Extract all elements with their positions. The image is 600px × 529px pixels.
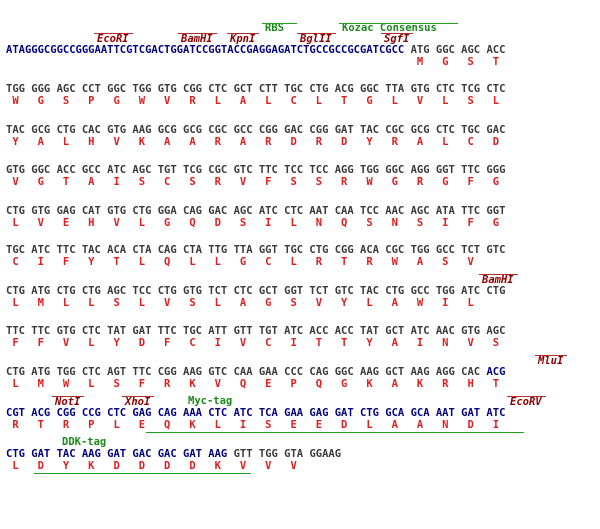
dna-sequence-line: CTG ATG TGG CTC AGT TTC CGG AAG GTC CAA … [6, 367, 505, 378]
dna-sequence-line: ATAGGGCGGCCGGGAATTCGTCGACTGGATCCGGTACCGA… [6, 45, 505, 56]
feature-line [339, 23, 458, 24]
site-underline [52, 396, 84, 397]
vector-sequence: ATAGGGCGGCCGGGAATTCGTCGACTGGATCCGGTACCGA… [6, 44, 405, 56]
site-underline [479, 274, 518, 275]
amino-acid-line: L M L L S L V S L A G S V Y L A W I L [6, 297, 474, 309]
insert-sequence: CTG ATG TGG CTC AGT TTC CGG AAG GTC CAA … [6, 366, 487, 378]
insert-sequence: CTG GTG GAG CAT GTG CTG GGA CAG GAC AGC … [6, 205, 506, 217]
insert-sequence: TGC ATC TTC TAC ACA CTA CAG CTA TTG TTA … [6, 244, 506, 256]
insert-sequence: TTC TTC GTG CTC TAT GAT TTC TGC ATT GTT … [6, 325, 506, 337]
amino-acid-line: L D Y K D D D D K V V V [6, 460, 297, 472]
vector-sequence: CTG GAT TAC AAG GAT GAC GAC GAT AAG [6, 448, 228, 460]
insert-sequence: GTT TGG GTA GGAAG [227, 448, 342, 460]
feature-tag-label: DDK-tag [62, 436, 107, 448]
restriction-site-label: BglII [300, 33, 332, 45]
restriction-site-label: KpnI [230, 33, 256, 45]
amino-acid-line: V G T A I S C S R V F S S R W G R G F G [6, 176, 500, 188]
feature-tag-label: RBS [265, 22, 284, 34]
insert-sequence: TGG GGG AGC CCT GGC TGG GTG CGG CTC GCT … [6, 83, 506, 95]
restriction-site-label: BamHI [181, 33, 213, 45]
vector-sequence: ACG [486, 366, 506, 378]
site-underline [178, 33, 217, 34]
amino-acid-line: C I F Y T L Q L L G C L R T R W A S V [6, 256, 474, 268]
site-underline [297, 33, 336, 34]
dna-sequence-line: TAC GCG CTG CAC GTG AAG GCG GCG CGC GCC … [6, 125, 505, 136]
amino-acid-line: L V E H V L G Q D S I L N Q S N S I F G [6, 217, 500, 229]
vector-sequence: CGT ACG CGG CCG CTC GAG CAG AAA CTC ATC … [6, 407, 506, 419]
insert-sequence: CTG ATG CTG CTG AGC TCC CTG GTG TCT CTC … [6, 285, 506, 297]
dna-sequence-line: CGT ACG CGG CCG CTC GAG CAG AAA CTC ATC … [6, 408, 505, 419]
amino-acid-line: L M W L S F R K V Q E P Q G K A K R H T [6, 378, 500, 390]
restriction-site-label: MluI [538, 355, 564, 367]
site-underline [94, 33, 133, 34]
dna-sequence-line: TGC ATC TTC TAC ACA CTA CAG CTA TTG TTA … [6, 245, 505, 256]
dna-sequence-line: TGG GGG AGC CCT GGC TGG GTG CGG CTC GCT … [6, 84, 505, 95]
amino-acid-line: M G S T [6, 56, 500, 68]
amino-acid-line: W G S P G W V R L A L C L T G L V L S L [6, 95, 500, 107]
insert-sequence: GTG GGC ACC GCC ATC AGC TGT TCG CGC GTC … [6, 164, 506, 176]
insert-sequence: TAC GCG CTG CAC GTG AAG GCG GCG CGC GCC … [6, 124, 506, 136]
restriction-site-label: EcoRI [97, 33, 129, 45]
site-underline [535, 355, 567, 356]
insert-sequence: ATG GGC AGC ACC [404, 44, 506, 56]
dna-sequence-line: CTG ATG CTG CTG AGC TCC CTG GTG TCT CTC … [6, 286, 505, 297]
dna-sequence-line: CTG GAT TAC AAG GAT GAC GAC GAT AAG GTT … [6, 449, 341, 460]
dna-sequence-line: TTC TTC GTG CTC TAT GAT TTC TGC ATT GTT … [6, 326, 505, 337]
restriction-site-label: NotI [55, 396, 81, 408]
feature-line [262, 23, 297, 24]
feature-line [34, 473, 251, 474]
restriction-site-label: XhoI [125, 396, 151, 408]
dna-sequence-line: GTG GGC ACC GCC ATC AGC TGT TCG CGC GTC … [6, 165, 505, 176]
feature-tag-label: Myc-tag [188, 395, 233, 407]
amino-acid-line: R T R P L E Q K L I S E E D L A A N D I [6, 419, 500, 431]
dna-sequence-line: CTG GTG GAG CAT GTG CTG GGA CAG GAC AGC … [6, 206, 505, 217]
feature-tag-label: Kozac Consensus [342, 22, 437, 34]
feature-line [146, 432, 524, 433]
amino-acid-line: Y A L H V K A A R A R D R D Y R A L C D [6, 136, 500, 148]
site-underline [507, 396, 546, 397]
restriction-site-label: BamHI [482, 274, 514, 286]
restriction-site-label: EcoRV [510, 396, 542, 408]
restriction-site-label: SgfI [384, 33, 410, 45]
site-underline [122, 396, 154, 397]
site-underline [227, 33, 259, 34]
amino-acid-line: F F V L Y D F C I V C I T T Y A I N V S [6, 337, 500, 349]
site-underline [381, 33, 413, 34]
